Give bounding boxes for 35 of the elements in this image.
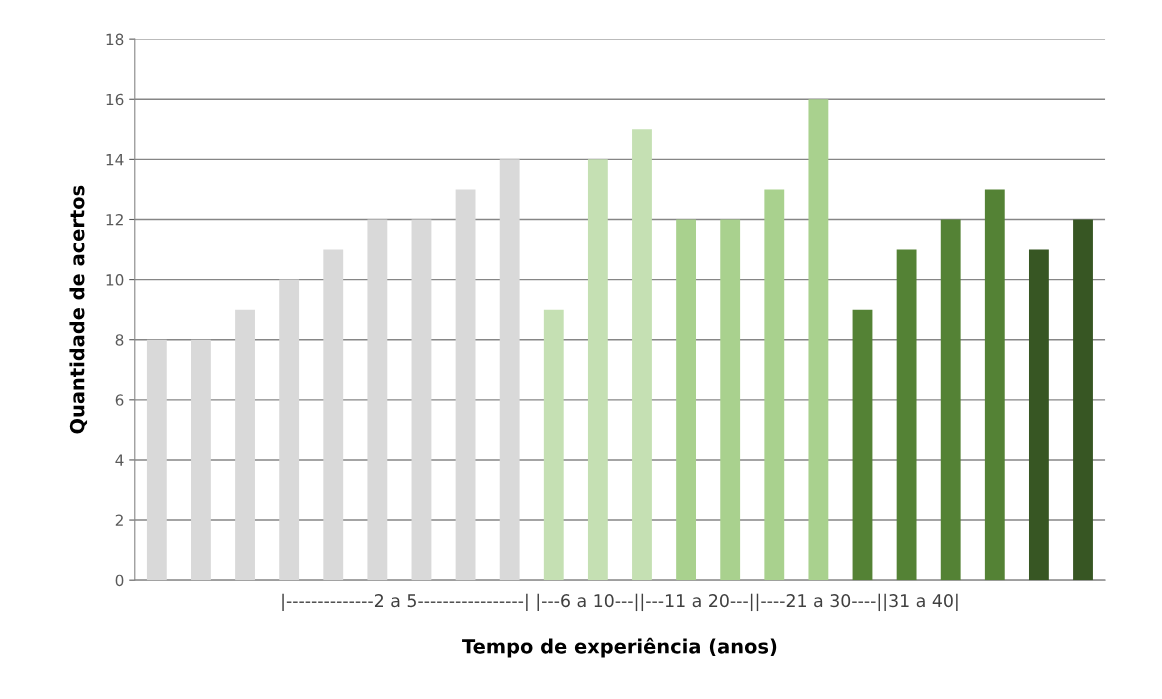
- bar: [279, 279, 300, 581]
- bar: [940, 219, 961, 581]
- y-tick-label: 16: [106, 93, 124, 106]
- x-axis-title: Tempo de experiência (anos): [462, 637, 777, 658]
- bar: [323, 249, 344, 581]
- bar: [411, 219, 432, 581]
- bar: [1073, 219, 1093, 581]
- y-tick-label: 12: [106, 213, 123, 226]
- text: |--------------2 a 5-----------------| |---6 a 10---||---11 a 20---||----21 a 30----||31 a 40|: [282, 593, 958, 612]
- bar: [455, 189, 476, 581]
- bar: [720, 219, 741, 581]
- bar: [499, 159, 520, 581]
- bar: [146, 339, 167, 581]
- bar: [587, 159, 608, 581]
- y-tick-label: 14: [106, 154, 124, 166]
- bar: [676, 219, 696, 581]
- y-axis-title: Quantidade de acertos: [69, 185, 88, 434]
- bar: [367, 219, 388, 581]
- bar: [852, 309, 873, 581]
- y-tick-label: 4: [115, 454, 124, 466]
- bar: [808, 99, 829, 581]
- y-tick-label: 0: [115, 574, 124, 587]
- bar: [191, 339, 211, 581]
- y-tick-label: 10: [106, 274, 124, 286]
- y-tick-label: 2: [115, 514, 123, 526]
- bar: [632, 129, 652, 581]
- bar: [543, 309, 564, 581]
- y-tick-label: 18: [106, 33, 124, 46]
- bar: [764, 189, 785, 581]
- bar: [235, 309, 255, 581]
- bar: [896, 249, 917, 581]
- y-tick-label: 8: [115, 334, 124, 346]
- y-tick-label: 6: [115, 394, 124, 406]
- bar: [984, 189, 1005, 581]
- bar: [1028, 249, 1049, 581]
